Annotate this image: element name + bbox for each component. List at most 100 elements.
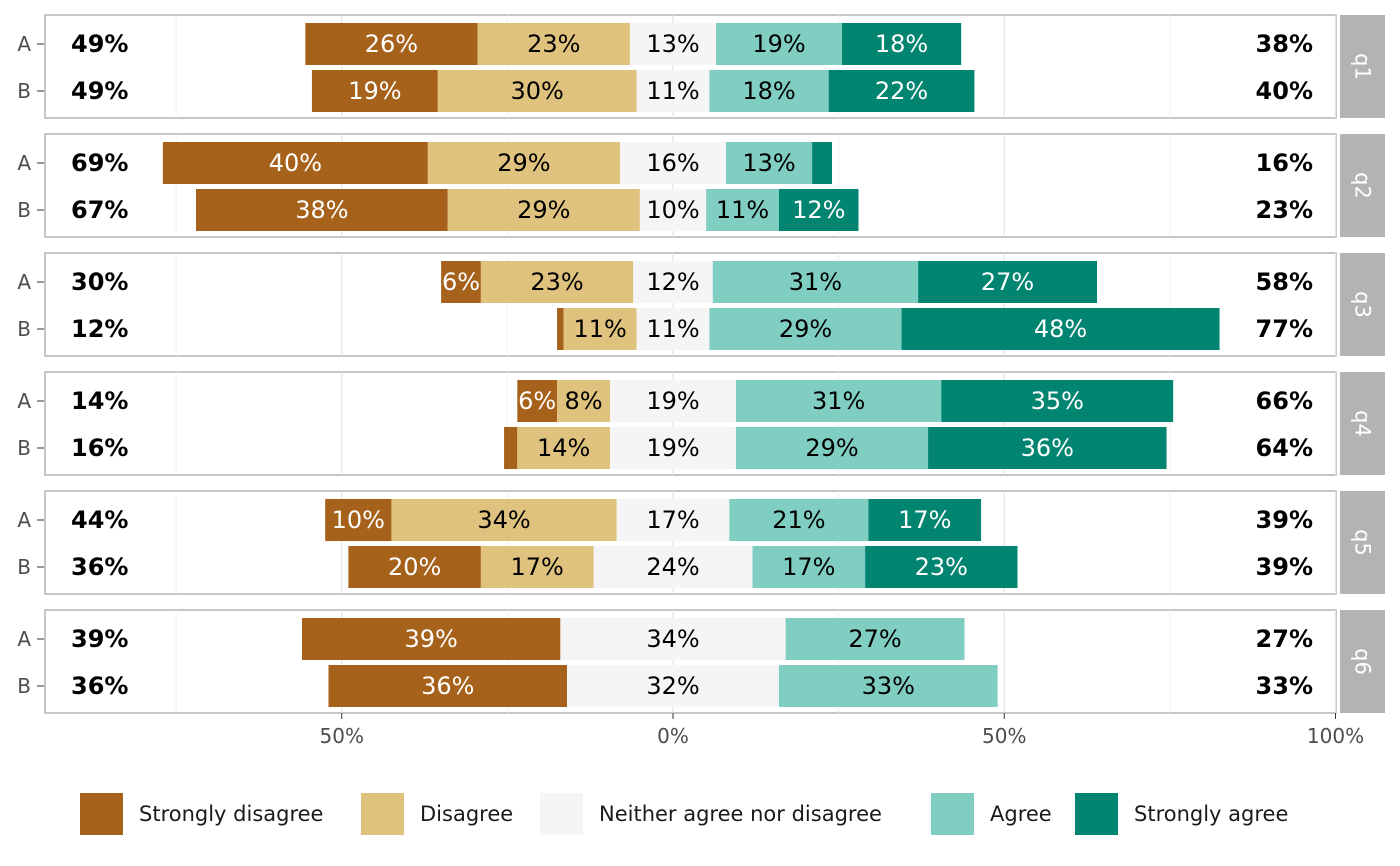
bar-segment-agree	[779, 665, 998, 707]
right-total-label: 39%	[1256, 553, 1313, 581]
bar-segment-strongly-agree	[779, 189, 859, 231]
bar-row-B: B 38% 29% 10% 11% 12% 67% 23%	[17, 189, 1313, 231]
facet-panel-q6: q6 A 39% 34% 27% 39% 27% B 36% 32% 33% 36% 33%	[17, 609, 1385, 714]
segment-label: 12%	[792, 196, 845, 224]
right-total-label: 27%	[1256, 625, 1313, 653]
bar-segment-agree	[752, 546, 866, 588]
left-total-label: 12%	[71, 315, 128, 343]
facet-strip-label: q4	[1351, 410, 1375, 437]
right-total-label: 33%	[1256, 672, 1313, 700]
bar-segment-strongly-disagree	[311, 70, 438, 112]
x-tick-label: 50%	[320, 724, 364, 748]
facet-panels: q1 A 26% 23% 13% 19% 18% 49% 38% B 19% 30% 11% 18% 22%…	[17, 14, 1385, 714]
bar-row-B: B 11% 11% 29% 48% 12% 77%	[17, 308, 1313, 350]
bar-segment-neither-agree-nor-disagree	[560, 618, 786, 660]
segment-label: 35%	[1031, 387, 1084, 415]
facet-panel-q3: q3 A 6% 23% 12% 31% 27% 30% 58% B 11% 11% 29% 48% 12% 7…	[17, 252, 1385, 357]
legend-key	[540, 793, 583, 835]
bar-row-A: A 6% 8% 19% 31% 35% 14% 66%	[17, 380, 1313, 422]
segment-label: 27%	[981, 268, 1034, 296]
bar-segment-strongly-agree	[918, 261, 1097, 303]
segment-label: 18%	[875, 30, 928, 58]
segment-label: 22%	[875, 77, 928, 105]
bar-segment-disagree	[437, 70, 637, 112]
segment-label: 29%	[805, 434, 858, 462]
segment-label: 29%	[779, 315, 832, 343]
row-label: B	[17, 317, 31, 341]
bar-row-A: A 26% 23% 13% 19% 18% 49% 38%	[17, 23, 1313, 65]
segment-label: 40%	[269, 149, 322, 177]
bar-segment-neither-agree-nor-disagree	[593, 546, 753, 588]
left-total-label: 16%	[71, 434, 128, 462]
facet-strip	[1340, 134, 1385, 237]
row-label: A	[17, 508, 31, 532]
legend-key	[931, 793, 974, 835]
facet-strip-label: q1	[1351, 53, 1375, 80]
bar-row-B: B 19% 30% 11% 18% 22% 49% 40%	[17, 70, 1313, 112]
segment-label: 23%	[530, 268, 583, 296]
legend: Strongly disagree Disagree Neither agree n…	[80, 793, 1288, 835]
bar-row-A: A 10% 34% 17% 21% 17% 44% 39%	[17, 499, 1313, 541]
facet-strip	[1340, 372, 1385, 475]
segment-label: 11%	[646, 315, 699, 343]
segment-label: 23%	[915, 553, 968, 581]
bar-segment-strongly-agree	[812, 142, 832, 184]
legend-item-strongly-disagree: Strongly disagree	[80, 793, 323, 835]
legend-label: Strongly disagree	[139, 802, 323, 826]
bar-segment-strongly-disagree	[504, 427, 518, 469]
bar-segment-strongly-agree	[901, 308, 1220, 350]
bar-segment-agree	[729, 499, 869, 541]
segment-label: 6%	[518, 387, 556, 415]
bar-segment-neither-agree-nor-disagree	[567, 665, 779, 707]
bar-segment-strongly-disagree	[302, 618, 561, 660]
left-total-label: 44%	[71, 506, 128, 534]
bar-segment-agree	[709, 308, 902, 350]
segment-label: 29%	[497, 149, 550, 177]
bar-segment-disagree	[480, 261, 634, 303]
bar-segment-strongly-disagree	[348, 546, 481, 588]
segment-label: 17%	[511, 553, 564, 581]
segment-label: 38%	[295, 196, 348, 224]
left-total-label: 36%	[71, 553, 128, 581]
bar-segment-agree	[712, 261, 919, 303]
right-total-label: 23%	[1256, 196, 1313, 224]
facet-strip-label: q3	[1351, 291, 1375, 318]
bar-segment-neither-agree-nor-disagree	[616, 499, 730, 541]
segment-label: 8%	[565, 387, 603, 415]
segment-label: 18%	[742, 77, 795, 105]
bar-segment-disagree	[563, 308, 637, 350]
bar-segment-disagree	[480, 546, 594, 588]
segment-label: 33%	[862, 672, 915, 700]
segment-label: 11%	[646, 77, 699, 105]
facet-strip-label: q2	[1351, 172, 1375, 199]
bar-segment-agree	[735, 427, 929, 469]
right-total-label: 58%	[1256, 268, 1313, 296]
row-label: B	[17, 674, 31, 698]
bar-segment-disagree	[391, 499, 617, 541]
segment-label: 36%	[421, 672, 474, 700]
facet-strip	[1340, 15, 1385, 118]
segment-label: 21%	[772, 506, 825, 534]
bar-segment-strongly-disagree	[328, 665, 567, 707]
row-label: A	[17, 151, 31, 175]
right-total-label: 40%	[1256, 77, 1313, 105]
segment-label: 34%	[646, 625, 699, 653]
segment-label: 39%	[405, 625, 458, 653]
left-total-label: 49%	[71, 77, 128, 105]
x-axis: 50% 0% 50% 100%	[320, 713, 1364, 748]
bar-row-A: A 40% 29% 16% 13% 69% 16%	[17, 142, 1313, 184]
legend-label: Strongly agree	[1134, 802, 1288, 826]
legend-item-agree: Agree	[931, 793, 1052, 835]
facet-panel-q1: q1 A 26% 23% 13% 19% 18% 49% 38% B 19% 30% 11% 18% 22%…	[17, 14, 1385, 119]
bar-segment-disagree	[517, 427, 611, 469]
legend-item-disagree: Disagree	[361, 793, 513, 835]
bar-segment-neither-agree-nor-disagree	[610, 427, 736, 469]
segment-label: 20%	[388, 553, 441, 581]
facet-strip	[1340, 253, 1385, 356]
segment-label: 19%	[348, 77, 401, 105]
right-total-label: 66%	[1256, 387, 1313, 415]
bar-segment-neither-agree-nor-disagree	[629, 23, 717, 65]
bar-row-B: B 20% 17% 24% 17% 23% 36% 39%	[17, 546, 1313, 588]
bar-segment-strongly-disagree	[162, 142, 428, 184]
